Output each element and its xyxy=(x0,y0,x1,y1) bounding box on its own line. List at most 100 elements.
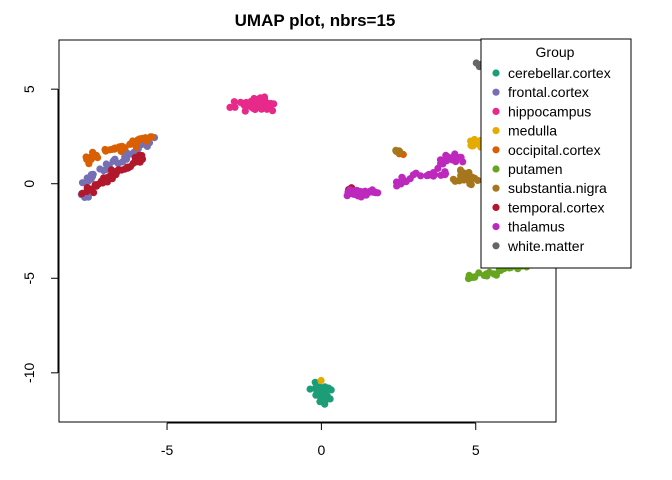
data-point xyxy=(268,107,277,115)
data-point xyxy=(448,156,456,164)
legend-item: thalamus xyxy=(492,219,565,235)
legend-label: frontal.cortex xyxy=(508,84,589,100)
data-point xyxy=(315,391,323,399)
chart-title: UMAP plot, nbrs=15 xyxy=(235,11,396,30)
data-point xyxy=(147,133,155,141)
legend-item: white.matter xyxy=(492,238,585,254)
data-point xyxy=(396,148,404,156)
legend-marker xyxy=(492,203,500,211)
data-point xyxy=(318,397,327,405)
series-substantia-nigra xyxy=(392,146,482,189)
x-tick-label: -5 xyxy=(161,442,174,458)
legend-label: white.matter xyxy=(507,238,585,254)
data-point xyxy=(437,159,445,167)
legend-label: substantia.nigra xyxy=(508,180,607,196)
series-thalamus xyxy=(343,150,467,201)
data-point xyxy=(97,177,105,185)
data-point xyxy=(256,102,264,110)
series-hippocampus xyxy=(226,93,278,115)
data-point xyxy=(327,386,335,394)
legend-marker xyxy=(492,146,500,154)
data-point xyxy=(230,98,238,106)
legend-label: cerebellar.cortex xyxy=(508,65,611,81)
data-point xyxy=(456,153,464,161)
data-point xyxy=(106,146,114,154)
legend-label: thalamus xyxy=(508,219,565,235)
data-point xyxy=(460,173,468,181)
data-point xyxy=(105,174,113,182)
legend-marker xyxy=(492,88,500,96)
data-point xyxy=(429,172,438,180)
data-point xyxy=(231,103,239,111)
data-point xyxy=(362,191,370,199)
data-point xyxy=(121,165,129,173)
legend-item: putamen xyxy=(492,161,562,177)
data-point xyxy=(115,143,123,151)
data-point xyxy=(482,270,490,278)
legend-item: hippocampus xyxy=(492,103,591,119)
data-point xyxy=(132,140,140,148)
data-point xyxy=(96,165,104,173)
data-point xyxy=(84,193,92,201)
legend-marker xyxy=(492,69,500,77)
data-point xyxy=(409,171,417,179)
series-cerebellar-cortex xyxy=(306,378,335,408)
data-point xyxy=(89,170,97,178)
data-point xyxy=(326,395,334,403)
data-point xyxy=(226,103,234,111)
legend-label: medulla xyxy=(508,123,557,139)
data-point xyxy=(114,159,122,167)
legend-item: occipital.cortex xyxy=(492,142,601,158)
legend-item: cerebellar.cortex xyxy=(492,65,611,81)
legend-label: temporal.cortex xyxy=(508,199,604,215)
data-point xyxy=(138,155,146,163)
data-point xyxy=(368,186,376,194)
data-point xyxy=(355,187,363,195)
data-point xyxy=(470,273,479,281)
data-point xyxy=(138,134,147,142)
y-tick-label: -5 xyxy=(21,272,37,285)
data-point xyxy=(112,171,120,179)
legend-marker xyxy=(492,223,500,231)
data-point xyxy=(449,175,457,183)
data-point xyxy=(492,271,500,279)
data-point xyxy=(457,168,465,176)
legend-marker xyxy=(492,242,500,250)
legend-box xyxy=(480,38,632,269)
data-point xyxy=(399,175,407,183)
legend-item: substantia.nigra xyxy=(492,180,607,196)
data-point xyxy=(311,378,319,386)
legend-title: Group xyxy=(536,44,575,60)
legend: Group cerebellar.cortex frontal.cortex hip… xyxy=(480,38,632,269)
x-tick-label: 5 xyxy=(472,442,480,458)
series-occipital-cortex xyxy=(82,133,407,168)
data-point xyxy=(441,170,450,178)
legend-item: temporal.cortex xyxy=(492,199,604,215)
axes-layer: -5 0 5 -10 -5 0 5 xyxy=(21,85,480,458)
y-tick-label: -10 xyxy=(21,363,37,383)
legend-item: frontal.cortex xyxy=(492,84,589,100)
legend-marker xyxy=(492,127,500,135)
legend-item: medulla xyxy=(492,123,557,139)
x-tick-label: 0 xyxy=(317,442,325,458)
data-point xyxy=(317,376,325,385)
y-tick-label: 5 xyxy=(21,85,37,93)
series-temporal-cortex xyxy=(78,151,363,198)
data-point xyxy=(107,166,115,174)
data-point xyxy=(470,138,478,146)
data-point xyxy=(87,185,95,193)
data-point xyxy=(343,192,351,200)
data-point xyxy=(393,182,401,190)
data-point xyxy=(250,94,258,103)
legend-marker xyxy=(492,107,500,115)
data-point xyxy=(442,155,450,163)
legend-label: occipital.cortex xyxy=(508,142,601,158)
data-point xyxy=(306,385,314,393)
data-point xyxy=(468,173,476,181)
data-point xyxy=(467,181,475,189)
data-point xyxy=(321,383,329,391)
data-point xyxy=(131,158,139,166)
data-point xyxy=(87,155,95,163)
data-point xyxy=(472,59,480,67)
